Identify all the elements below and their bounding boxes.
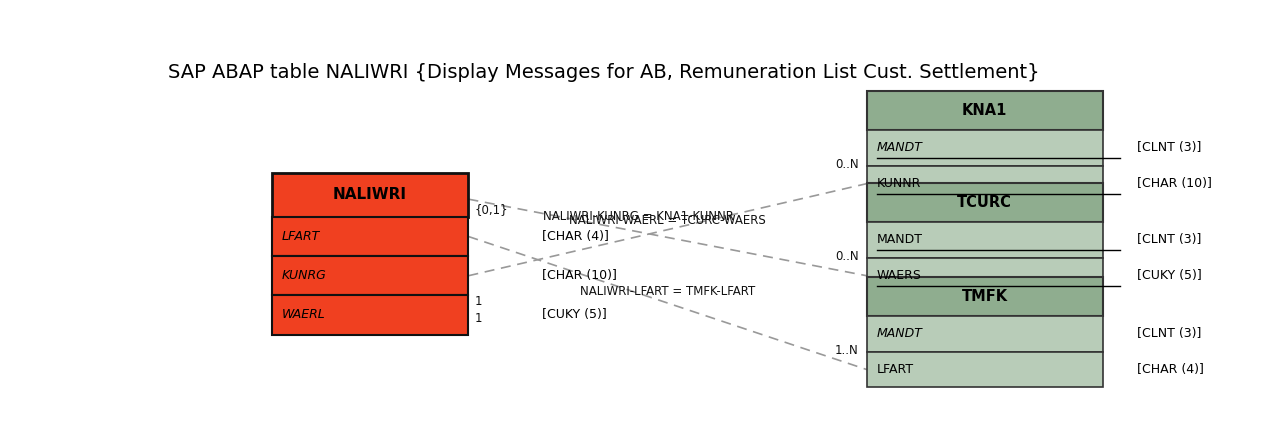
FancyBboxPatch shape bbox=[867, 130, 1103, 166]
Text: LFART: LFART bbox=[877, 363, 914, 376]
FancyBboxPatch shape bbox=[867, 258, 1103, 294]
Text: NALIWRI-KUNRG = KNA1-KUNNR: NALIWRI-KUNRG = KNA1-KUNNR bbox=[543, 210, 733, 222]
FancyBboxPatch shape bbox=[867, 352, 1103, 388]
Text: TCURC: TCURC bbox=[957, 195, 1013, 210]
Text: KNA1: KNA1 bbox=[962, 103, 1008, 118]
Text: KUNRG: KUNRG bbox=[282, 269, 326, 282]
FancyBboxPatch shape bbox=[272, 295, 468, 334]
FancyBboxPatch shape bbox=[867, 222, 1103, 258]
Text: WAERL: WAERL bbox=[282, 308, 325, 322]
Text: [CLNT (3)]: [CLNT (3)] bbox=[1133, 327, 1202, 340]
FancyBboxPatch shape bbox=[867, 316, 1103, 352]
Text: NALIWRI-WAERL = TCURC-WAERS: NALIWRI-WAERL = TCURC-WAERS bbox=[570, 214, 766, 227]
Text: 1: 1 bbox=[475, 312, 482, 325]
Text: [CUKY (5)]: [CUKY (5)] bbox=[1133, 269, 1202, 282]
FancyBboxPatch shape bbox=[272, 217, 468, 256]
Text: KUNNR: KUNNR bbox=[877, 177, 921, 190]
Text: MANDT: MANDT bbox=[877, 327, 923, 340]
Text: SAP ABAP table NALIWRI {Display Messages for AB, Remuneration List Cust. Settlem: SAP ABAP table NALIWRI {Display Messages… bbox=[169, 63, 1041, 82]
Text: 0..N: 0..N bbox=[835, 250, 859, 264]
Text: [CHAR (10)]: [CHAR (10)] bbox=[1133, 177, 1212, 190]
Text: [CLNT (3)]: [CLNT (3)] bbox=[1133, 141, 1202, 154]
Text: [CUKY (5)]: [CUKY (5)] bbox=[538, 308, 607, 322]
Text: NALIWRI: NALIWRI bbox=[332, 187, 407, 202]
Text: 1..N: 1..N bbox=[835, 344, 859, 357]
FancyBboxPatch shape bbox=[272, 256, 468, 295]
Text: 1: 1 bbox=[475, 295, 482, 308]
Text: NALIWRI-LFART = TMFK-LFART: NALIWRI-LFART = TMFK-LFART bbox=[580, 284, 755, 298]
Text: [CHAR (4)]: [CHAR (4)] bbox=[1133, 363, 1204, 376]
FancyBboxPatch shape bbox=[867, 166, 1103, 202]
Text: MANDT: MANDT bbox=[877, 141, 923, 154]
Text: {0,1}: {0,1} bbox=[475, 203, 508, 216]
Text: [CHAR (4)]: [CHAR (4)] bbox=[538, 230, 609, 243]
FancyBboxPatch shape bbox=[272, 173, 468, 217]
Text: LFART: LFART bbox=[282, 230, 320, 243]
Text: [CHAR (10)]: [CHAR (10)] bbox=[538, 269, 617, 282]
FancyBboxPatch shape bbox=[867, 183, 1103, 222]
Text: MANDT: MANDT bbox=[877, 233, 923, 246]
Text: WAERS: WAERS bbox=[877, 269, 921, 282]
FancyBboxPatch shape bbox=[867, 91, 1103, 130]
Text: TMFK: TMFK bbox=[962, 289, 1008, 304]
FancyBboxPatch shape bbox=[867, 276, 1103, 316]
Text: 0..N: 0..N bbox=[835, 159, 859, 171]
Text: [CLNT (3)]: [CLNT (3)] bbox=[1133, 233, 1202, 246]
